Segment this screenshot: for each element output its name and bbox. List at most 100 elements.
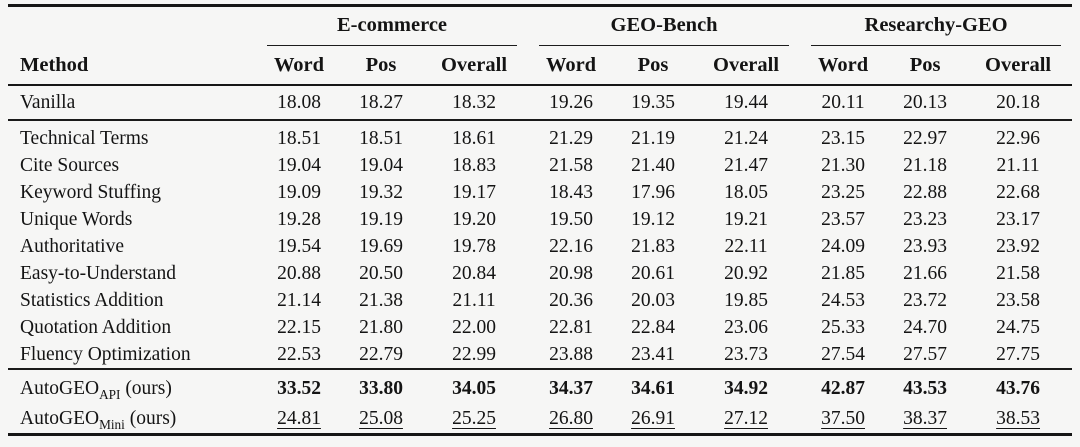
value-cell: 18.83 (420, 152, 528, 179)
method-subscript: API (99, 387, 121, 403)
value-cell: 22.84 (614, 314, 692, 341)
value-cell: 19.19 (342, 206, 420, 233)
value-cell: 21.40 (614, 152, 692, 179)
metric-value: 21.24 (724, 128, 768, 149)
metric-value: 19.85 (724, 290, 768, 311)
value-cell: 21.18 (886, 152, 964, 179)
metric-value: 24.70 (903, 317, 947, 338)
metric-value: 19.17 (452, 182, 496, 203)
value-cell: 22.68 (964, 179, 1072, 206)
value-cell: 19.28 (256, 206, 342, 233)
method-cell: AutoGEOMini (ours) (8, 404, 256, 435)
method-subscript: Mini (99, 416, 125, 432)
col-header-word-researchy: Word (800, 46, 887, 86)
table-row: Easy-to-Understand 20.88 20.50 20.84 20.98 20… (8, 260, 1072, 287)
metric-value: 38.37 (903, 407, 947, 429)
value-cell: 33.80 (342, 369, 420, 404)
metric-value: 18.51 (359, 128, 403, 149)
method-cell: AutoGEOAPI (ours) (8, 369, 256, 404)
metric-value: 22.79 (359, 344, 403, 365)
method-cell: Fluency Optimization (8, 341, 256, 370)
method-cell: Keyword Stuffing (8, 179, 256, 206)
metric-value: 19.04 (277, 155, 321, 176)
value-cell: 19.21 (692, 206, 800, 233)
metric-value: 25.25 (452, 407, 496, 429)
value-cell: 42.87 (800, 369, 886, 404)
metric-value: 20.11 (821, 92, 865, 113)
metric-value: 27.54 (821, 344, 865, 365)
value-cell: 33.52 (256, 369, 342, 404)
metric-value: 23.92 (996, 236, 1040, 257)
value-cell: 23.25 (800, 179, 886, 206)
value-cell: 34.61 (614, 369, 692, 404)
metric-value: 21.18 (903, 155, 947, 176)
value-cell: 38.37 (886, 404, 964, 435)
column-header-row: Method Word Pos Overall Word Pos Overall… (8, 46, 1073, 86)
value-cell: 22.96 (964, 120, 1072, 152)
metric-value: 43.53 (903, 378, 947, 400)
metric-value: 22.97 (903, 128, 947, 149)
value-cell: 34.05 (420, 369, 528, 404)
value-cell: 19.04 (342, 152, 420, 179)
value-cell: 19.17 (420, 179, 528, 206)
value-cell: 22.88 (886, 179, 964, 206)
metric-value: 22.15 (277, 317, 321, 338)
metric-value: 26.80 (549, 407, 593, 429)
metric-value: 21.80 (359, 317, 403, 338)
metric-value: 22.88 (903, 182, 947, 203)
value-cell: 25.33 (800, 314, 886, 341)
metric-value: 18.05 (724, 182, 768, 203)
value-cell: 23.92 (964, 233, 1072, 260)
value-cell: 23.06 (692, 314, 800, 341)
metric-value: 21.66 (903, 263, 947, 284)
metric-value: 19.32 (359, 182, 403, 203)
value-cell: 18.27 (342, 85, 420, 121)
metric-value: 22.16 (549, 236, 593, 257)
value-cell: 34.37 (528, 369, 614, 404)
table-row: Fluency Optimization 22.53 22.79 22.99 23.88… (8, 341, 1073, 370)
value-cell: 43.76 (964, 369, 1072, 404)
value-cell: 19.09 (256, 179, 342, 206)
metric-value: 19.44 (724, 92, 768, 113)
metric-value: 19.54 (277, 236, 321, 257)
value-cell: 27.54 (800, 341, 887, 370)
value-cell: 22.97 (886, 120, 964, 152)
group-header-ecommerce: E-commerce (256, 6, 528, 46)
metric-value: 21.19 (631, 128, 675, 149)
metric-value: 18.61 (452, 128, 496, 149)
value-cell: 19.32 (342, 179, 420, 206)
value-cell: 17.96 (614, 179, 692, 206)
value-cell: 24.75 (964, 314, 1072, 341)
metric-value: 38.53 (996, 407, 1040, 429)
metric-value: 19.78 (452, 236, 496, 257)
value-cell: 19.20 (420, 206, 528, 233)
metric-value: 34.92 (724, 378, 768, 400)
metric-value: 23.41 (631, 344, 675, 365)
metric-value: 23.15 (821, 128, 865, 149)
metric-value: 21.11 (996, 155, 1040, 176)
value-cell: 21.80 (342, 314, 420, 341)
metric-value: 22.11 (724, 236, 768, 257)
value-cell: 23.41 (614, 341, 693, 370)
value-cell: 21.30 (800, 152, 886, 179)
metric-value: 18.32 (452, 92, 496, 113)
metric-value: 20.13 (903, 92, 947, 113)
value-cell: 19.50 (528, 206, 614, 233)
value-cell: 18.08 (256, 85, 342, 121)
metric-value: 21.47 (724, 155, 768, 176)
metric-value: 20.84 (452, 263, 496, 284)
value-cell: 23.57 (800, 206, 886, 233)
value-cell: 23.88 (528, 341, 615, 370)
value-cell: 24.53 (800, 287, 886, 314)
metric-value: 21.58 (996, 263, 1040, 284)
value-cell: 20.03 (614, 287, 692, 314)
group-header-row: E-commerce GEO-Bench Researchy-GEO (8, 6, 1072, 46)
metric-value: 22.68 (996, 182, 1040, 203)
value-cell: 21.24 (692, 120, 800, 152)
value-cell: 21.14 (256, 287, 342, 314)
method-cell: Cite Sources (8, 152, 256, 179)
value-cell: 19.12 (614, 206, 692, 233)
metric-value: 20.92 (724, 263, 768, 284)
value-cell: 18.43 (528, 179, 614, 206)
method-cell: Unique Words (8, 206, 256, 233)
